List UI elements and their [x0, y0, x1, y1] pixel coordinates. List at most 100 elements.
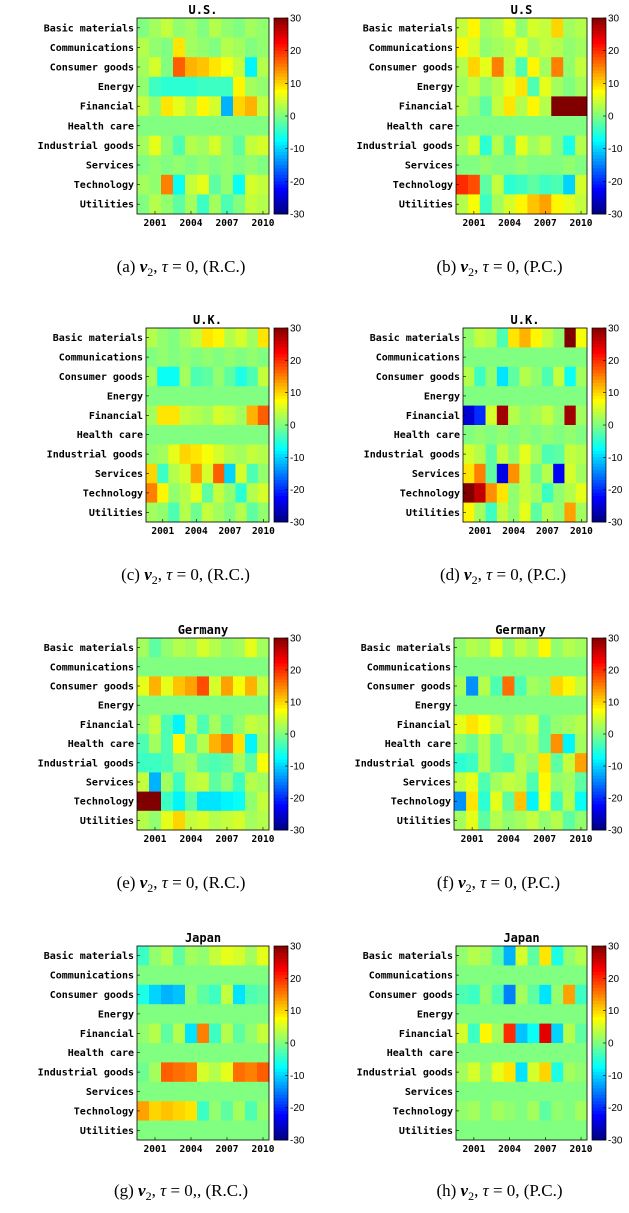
- heatmap-cell: [161, 753, 174, 773]
- heatmap-cell: [185, 174, 198, 195]
- colorbar-tick-label: -30: [608, 518, 623, 529]
- heatmap-cell: [209, 753, 222, 773]
- heatmap-cell: [173, 96, 186, 117]
- colorbar-segment: [274, 730, 288, 735]
- heatmap-cell: [508, 502, 520, 523]
- heatmap-cell: [197, 714, 210, 735]
- heatmap-cell: [530, 483, 543, 503]
- heatmap-cell: [245, 96, 258, 117]
- heatmap-cell: [502, 753, 515, 773]
- heatmap-cell: [485, 405, 498, 426]
- colorbar-segment: [592, 988, 606, 992]
- heatmap-cell: [197, 155, 210, 176]
- heatmap-cell: [161, 810, 174, 831]
- colorbar-segment: [592, 197, 606, 202]
- colorbar-segment: [592, 654, 606, 658]
- heatmap-cell: [491, 965, 505, 986]
- heatmap-cell: [454, 810, 467, 831]
- heatmap-cell: [575, 463, 588, 484]
- heatmap-cell: [209, 734, 222, 754]
- colorbar-segment: [274, 470, 288, 474]
- heatmap-cell: [485, 502, 498, 523]
- panel-caption: (e) v2, τ = 0, (R.C.): [117, 873, 246, 895]
- heatmap-cell: [539, 1043, 552, 1063]
- heatmap-cell: [575, 483, 588, 503]
- heatmap-cell: [137, 638, 150, 658]
- x-tick-label: 2010: [252, 218, 275, 229]
- colorbar-tick-label: 20: [608, 974, 620, 985]
- heatmap-cell: [541, 483, 554, 503]
- colorbar-segment: [274, 1049, 288, 1054]
- heatmap-cell: [161, 714, 174, 735]
- heatmap-cell: [209, 37, 222, 58]
- colorbar-segment: [274, 350, 288, 355]
- colorbar-segment: [592, 695, 606, 700]
- colorbar-segment: [274, 24, 288, 29]
- heatmap-cell: [538, 810, 552, 831]
- colorbar-segment: [274, 165, 288, 169]
- colorbar-segment: [592, 70, 606, 74]
- heatmap-cell: [161, 734, 174, 754]
- panel-title: U.S.: [189, 3, 218, 17]
- heatmap-cell: [479, 37, 493, 58]
- heatmap-cell: [146, 405, 158, 426]
- heatmap-cell: [137, 1120, 150, 1141]
- row-label: Utilities: [89, 507, 143, 519]
- colorbar-segment: [592, 96, 606, 101]
- heatmap-cell: [550, 791, 564, 812]
- heatmap-cell: [456, 1101, 469, 1121]
- heatmap-cell: [179, 328, 192, 348]
- heatmap-cell: [173, 810, 186, 831]
- heatmap-cell: [257, 57, 270, 78]
- heatmap-cell: [502, 657, 515, 677]
- colorbar-segment: [274, 109, 288, 114]
- heatmap-cell: [161, 657, 174, 677]
- heatmap-cell: [479, 57, 493, 78]
- heatmap-cell: [527, 1043, 540, 1063]
- heatmap-cell: [157, 386, 169, 406]
- colorbar-tick-label: -10: [290, 144, 305, 155]
- colorbar-segment: [274, 788, 288, 792]
- colorbar-segment: [592, 772, 606, 776]
- heatmap-cell: [539, 135, 552, 156]
- heatmap-cell: [221, 753, 234, 773]
- heatmap-cell: [197, 1081, 210, 1102]
- heatmap-cell: [233, 791, 246, 812]
- heatmap-cell: [519, 366, 532, 387]
- heatmap-cell: [563, 57, 576, 78]
- colorbar-segment: [274, 695, 288, 700]
- heatmap-cell: [173, 18, 186, 38]
- heatmap-cell: [519, 483, 532, 503]
- heatmap-cell: [551, 18, 564, 38]
- heatmap-cell: [149, 965, 162, 986]
- colorbar-segment: [592, 181, 606, 185]
- row-label: Communications: [50, 661, 134, 673]
- colorbar-segment: [274, 437, 288, 442]
- heatmap-cell: [246, 444, 259, 465]
- heatmap-cell: [467, 37, 481, 58]
- heatmap-cell: [491, 37, 505, 58]
- heatmap-cell: [491, 1004, 505, 1024]
- colorbar-tick-label: -30: [290, 1136, 305, 1147]
- colorbar-segment: [592, 350, 606, 355]
- colorbar-segment: [274, 1026, 288, 1031]
- heatmap-cell: [479, 135, 493, 156]
- heatmap-cell: [235, 328, 248, 348]
- heatmap-cell: [575, 135, 588, 156]
- heatmap-cell: [454, 714, 467, 735]
- heatmap-cell: [246, 425, 259, 445]
- heatmap-cell: [257, 657, 270, 677]
- colorbar-segment: [592, 502, 606, 507]
- heatmap-cell: [563, 946, 576, 966]
- heatmap-cell: [575, 1004, 588, 1024]
- heatmap-cell: [209, 1004, 222, 1024]
- colorbar-segment: [592, 142, 606, 146]
- heatmap-cell: [514, 734, 527, 754]
- heatmap-cell: [185, 1023, 198, 1044]
- heatmap-cell: [490, 657, 503, 677]
- heatmap-cell: [562, 772, 576, 792]
- heatmap-cell: [527, 96, 540, 117]
- colorbar-tick-label: 20: [290, 974, 302, 985]
- heatmap-cell: [456, 1120, 469, 1141]
- heatmap-cell: [149, 984, 162, 1005]
